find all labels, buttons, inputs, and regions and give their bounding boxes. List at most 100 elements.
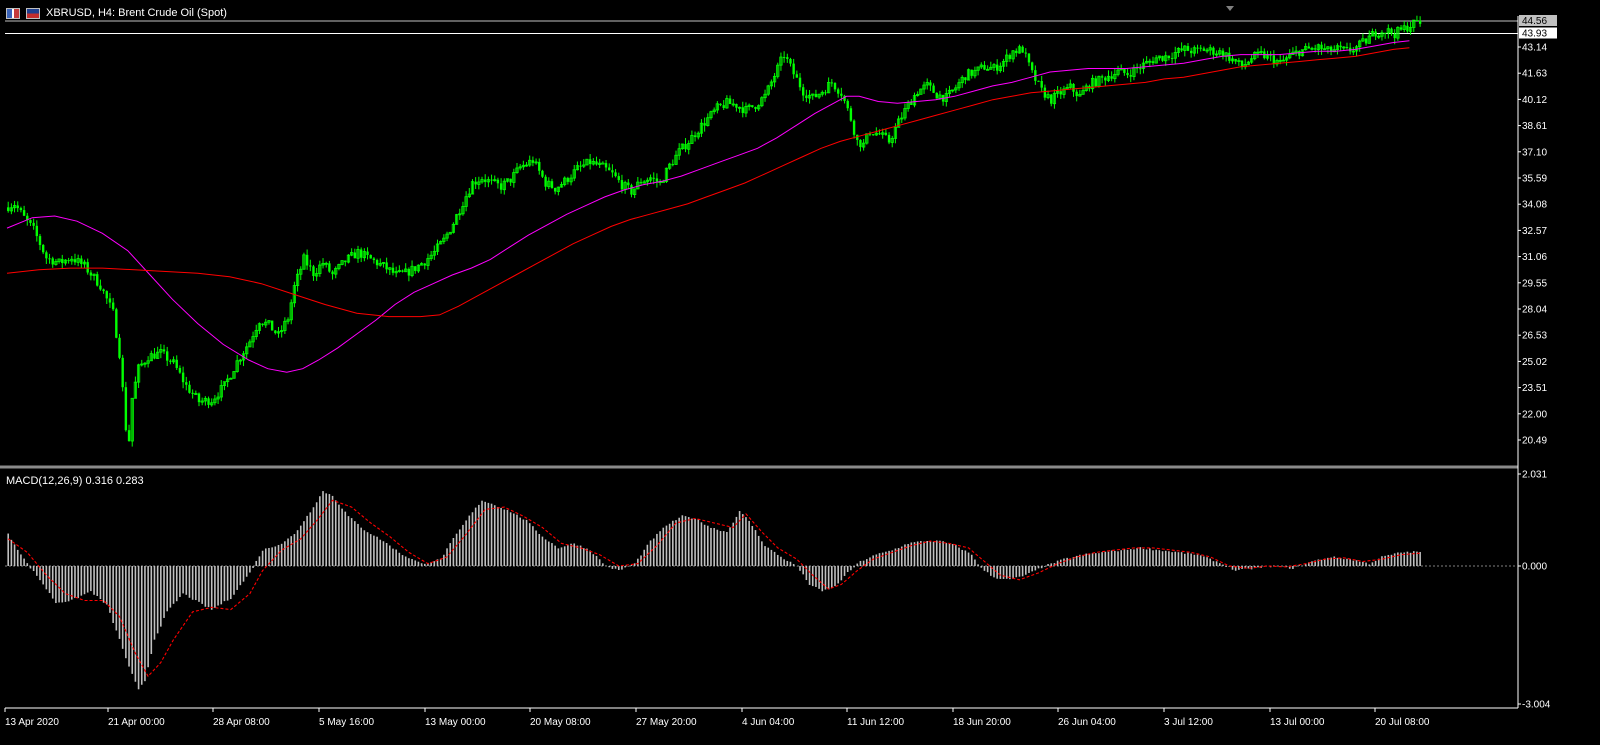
candle [935,92,938,99]
candle [1323,43,1327,51]
time-tick-label: 13 May 00:00 [425,717,486,728]
candle-body-bull [283,320,287,331]
candle-body-bull [760,97,764,107]
candle-body-bull [289,302,293,321]
candle [1253,51,1257,61]
candle-body-bull [439,241,443,245]
candle-body-bear [1021,46,1024,53]
candle-body-bull [881,132,885,135]
candle-body-bear [878,133,881,135]
candle-body-bear [884,132,888,135]
candle [1269,51,1272,62]
candle-body-bear [105,291,108,299]
candle-body-bull [442,237,446,242]
candle [1351,47,1355,56]
candle-body-bull [200,400,204,403]
candle [614,168,617,178]
candle-body-bull [1326,46,1330,50]
time-tick-label: 21 Apr 00:00 [108,717,165,728]
candle [833,82,837,92]
candle-body-bull [916,93,920,96]
candle-body-bear [328,263,331,272]
candle [719,103,722,107]
candle [1106,70,1111,83]
candle-body-bull [426,258,430,266]
candle [1017,44,1022,54]
candle [528,155,532,167]
candle-body-bear [719,103,722,106]
candle-body-bear [983,64,986,70]
candle [1104,76,1107,86]
candle-body-bull [661,181,665,183]
candle-body-bull [648,177,653,181]
candle-body-bear [1272,55,1276,64]
candle [608,163,611,171]
candle-body-bull [257,323,262,331]
chart-properties-icon[interactable] [6,7,20,19]
candle-body-bull [512,172,516,183]
candle-body-bear [754,107,757,109]
candle-body-bull [251,336,255,343]
candle-body-bear [970,69,973,76]
candle [760,96,764,108]
candle-body-bull [1113,73,1117,80]
candle-body-bull [397,270,401,272]
candle-body-bear [48,258,51,260]
candle-body-bull [699,122,704,134]
candle-body-bear [331,271,334,275]
candle [1386,24,1390,39]
candle-body-bear [19,208,23,211]
candle-body-bear [846,100,849,109]
time-tick-label: 20 May 08:00 [530,717,591,728]
candle [1304,43,1308,51]
candle-body-bear [782,57,786,59]
candle [318,260,322,277]
candle-body-bull [912,95,917,106]
candle-body-bear [153,353,156,359]
candle [1157,55,1161,61]
ma-fast-line [6,40,1410,373]
candle [871,133,875,136]
candle-body-bull [321,262,325,266]
candle [166,346,169,367]
candle-body-bear [1008,55,1012,59]
candle [156,346,160,359]
candle [305,249,309,270]
candle [470,179,475,195]
candle [1218,47,1222,56]
candle [146,356,150,368]
candle [19,206,23,213]
candle [276,326,281,338]
candle-body-bear [929,82,932,86]
candle-body-bull [960,76,964,84]
candle [175,355,178,370]
candle [951,89,955,93]
candle-body-bull [136,364,141,383]
candle-body-bull [9,207,13,212]
candle-body-bear [935,92,938,99]
candle [668,162,672,170]
candle [356,245,360,263]
candle [995,59,999,75]
candle-body-bull [54,261,58,265]
candle [464,191,468,212]
candle [1406,22,1409,33]
candle-body-bull [381,262,386,264]
candle-body-bull [966,69,971,81]
candle-body-bull [1304,46,1308,51]
candle-body-bull [706,117,710,126]
candle [964,77,967,85]
candle-body-bear [964,77,967,81]
candle [1205,47,1209,54]
candle [226,374,230,388]
candle-body-bear [1043,87,1047,98]
candle [235,355,239,373]
candle [547,177,551,190]
candle-body-bear [655,178,659,182]
candle [67,257,70,264]
candle [410,260,414,278]
candle [836,87,840,98]
candle-body-bull [1005,54,1009,62]
